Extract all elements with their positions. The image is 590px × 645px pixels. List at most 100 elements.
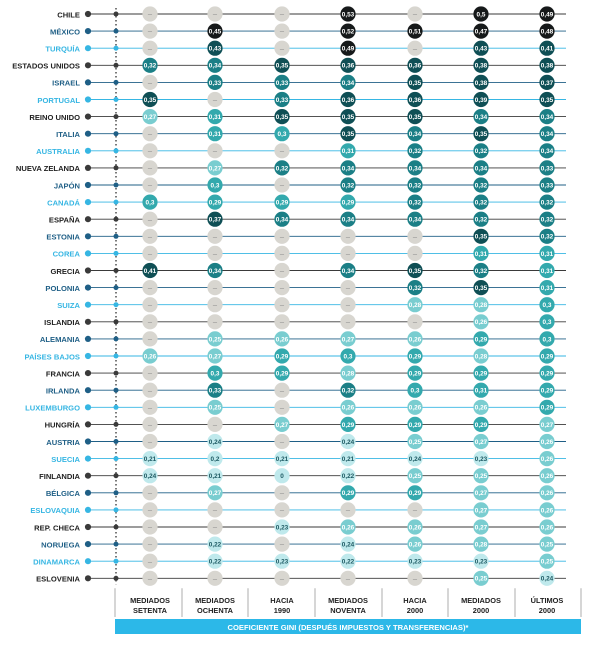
guide-dot [113,165,119,171]
value-label: 0,34 [409,131,422,138]
value-label: 0,38 [475,80,488,87]
row-marker [84,455,92,462]
value-label: 0,36 [342,63,355,70]
value-label: 0,41 [144,268,157,275]
empty-value-dash: – [148,44,153,53]
value-dot [539,451,555,467]
value-label: 0,34 [209,268,222,275]
value-label: 0,22 [342,473,355,480]
value-dot [274,211,290,227]
empty-value-dash: – [148,181,153,190]
value-label: 0,27 [209,165,222,172]
guide-dot [113,62,119,68]
empty-value-dot [274,433,290,450]
empty-value-dash: – [148,215,153,224]
empty-value-dot [207,502,223,518]
value-label: 0,26 [144,353,157,360]
guide-dot [113,370,119,376]
empty-value-dot [274,382,290,398]
period-label-line1: HACIA [403,596,427,605]
country-label: MÉXICO [50,27,80,36]
value-dot [207,433,223,450]
empty-value-dash: – [148,10,153,19]
value-label: 0,41 [541,46,554,53]
value-dot [274,365,290,381]
value-label: 0,3 [543,336,552,343]
value-dot [274,57,290,73]
empty-value-dash: – [280,249,285,258]
value-label: 0,31 [541,251,554,258]
period-label-line1: MEDIADOS [130,596,170,605]
country-label: DINAMARCA [33,558,80,567]
value-dot [340,194,356,210]
value-dot [539,570,555,586]
value-label: 0,39 [475,97,488,104]
country-row: REP. CHECA – – 0,23 0,26 0,26 0,27 0,26 [34,519,566,535]
row-marker [84,96,92,103]
value-label: 0,31 [475,251,488,258]
guide-dot [113,439,119,444]
empty-value-dash: – [148,164,153,173]
guide-dot [113,302,119,308]
value-label: 0,45 [209,29,222,36]
value-dot [407,211,423,227]
country-row: SUIZA – – – – 0,28 0,28 0,3 [57,297,566,313]
value-dot [473,245,489,261]
value-dot [473,451,489,467]
value-label: 0,51 [409,29,422,36]
value-dot [207,74,223,90]
empty-value-dot [407,314,423,330]
row-marker [84,506,92,513]
value-dot [473,348,489,364]
value-dot [340,382,356,398]
country-row: FRANCIA – 0,3 0,29 0,28 0,29 0,29 0,29 [46,365,566,381]
value-dot [142,91,158,108]
period-label-line1: MEDIADOS [195,596,235,605]
country-label: REINO UNIDO [29,113,80,122]
value-label: 0,26 [409,542,422,549]
value-label: 0,21 [342,456,355,463]
value-dot [539,519,555,535]
value-label: 0,36 [409,97,422,104]
country-row: ALEMANIA – 0,25 0,26 0,27 0,26 0,29 0,3 [40,331,566,347]
value-label: 0,34 [409,217,422,224]
empty-value-dash: – [148,506,153,515]
period-label-line2: 2000 [539,606,555,615]
empty-value-dash: – [346,506,351,515]
value-dot [539,399,555,415]
empty-value-dash: – [413,506,418,515]
value-dot [539,143,555,159]
value-label: 0,49 [342,46,355,53]
value-label: 0,34 [342,217,355,224]
value-dot [473,211,489,227]
empty-value-dash: – [148,488,153,497]
value-dot [473,228,489,244]
empty-value-dot [207,6,223,22]
country-label: ESLOVENIA [36,575,80,584]
empty-value-dash: – [346,317,351,326]
country-row: ISLANDIA – – – – – 0,26 0,3 [44,314,566,330]
country-label: AUSTRIA [46,438,80,447]
empty-value-dot [340,228,356,244]
country-label: JAPÓN [54,181,80,190]
guide-dot [113,11,119,17]
value-label: 0,5 [477,11,486,18]
row-marker [84,130,92,137]
value-label: 0,25 [541,542,554,549]
value-dot [473,194,489,210]
row-marker [84,62,92,69]
value-label: 0,32 [475,182,488,189]
country-row: ESTADOS UNIDOS 0,32 0,34 0,35 0,36 0,36 0,38 0,… [12,57,566,73]
empty-value-dash: – [148,27,153,36]
empty-value-dot [407,502,423,518]
value-label: 0,25 [475,473,488,480]
country-row: ITALIA – 0,31 0,3 0,35 0,34 0,35 0,34 [56,126,566,142]
row-marker [84,575,92,582]
value-label: 0,26 [541,473,554,480]
value-dot [473,109,489,125]
empty-value-dash: – [148,249,153,258]
empty-value-dot [274,502,290,518]
value-label: 0,52 [342,29,355,36]
value-label: 0,28 [475,302,488,309]
country-label: PORTUGAL [37,96,80,105]
